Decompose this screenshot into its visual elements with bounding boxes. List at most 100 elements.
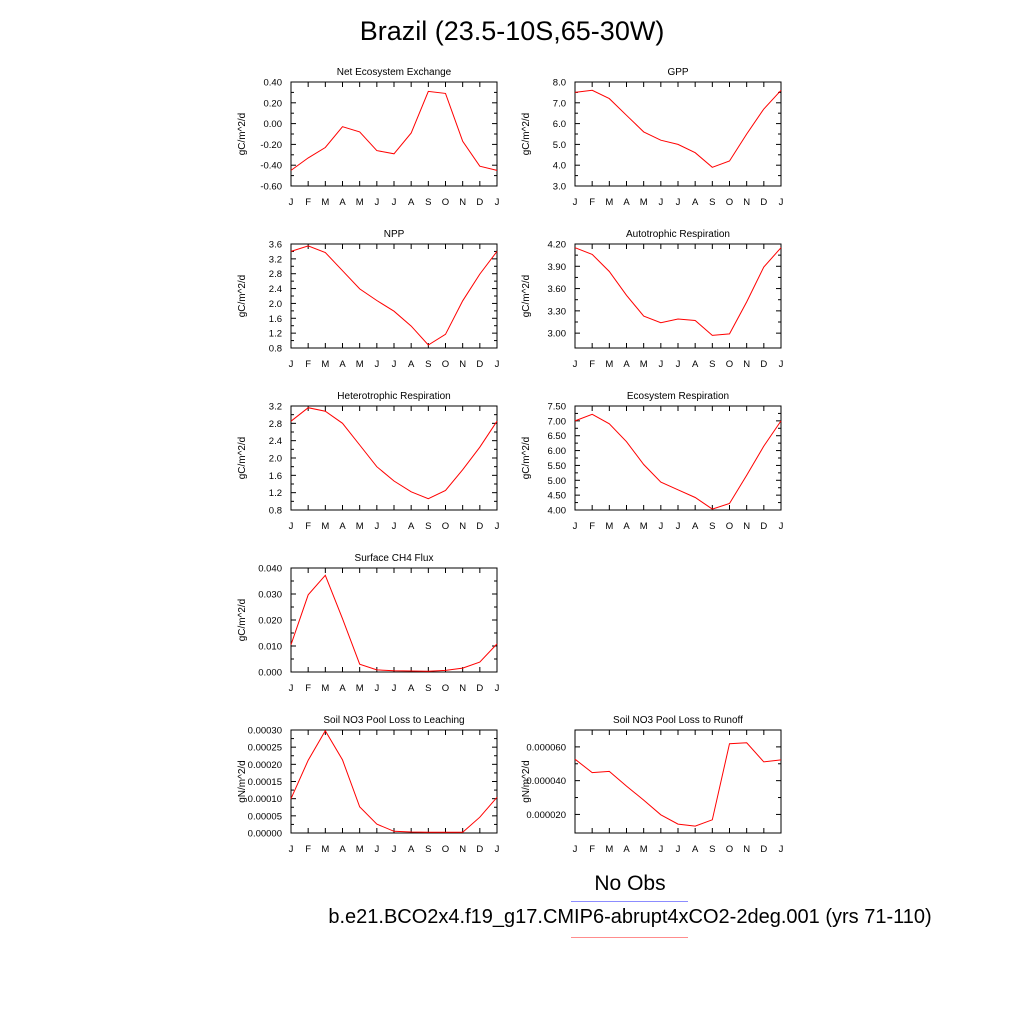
chart-title: Net Ecosystem Exchange [337,67,452,78]
x-tick-label: O [442,683,449,694]
x-tick-label: A [692,359,699,370]
y-axis-label: gC/m^2/d [237,113,248,156]
x-tick-label: D [760,844,767,855]
y-tick-label: 3.6 [269,240,282,251]
x-tick-label: A [339,197,346,208]
plot-frame [290,81,498,187]
y-tick-label: 1.6 [269,471,282,482]
x-tick-label: A [692,197,699,208]
y-tick-label: 5.0 [553,140,566,151]
x-tick-label: O [442,521,449,532]
y-axis-label: gC/m^2/d [237,275,248,318]
chart-title: Ecosystem Respiration [627,391,729,402]
x-tick-label: J [495,521,500,532]
x-tick-label: J [495,359,500,370]
y-tick-label: 2.8 [269,419,282,430]
y-tick-label: 2.4 [269,436,282,447]
x-tick-label: J [676,521,681,532]
y-tick-label: 1.2 [269,329,282,340]
y-tick-label: 0.000020 [526,810,566,821]
x-tick-label: F [305,844,311,855]
y-tick-label: 1.6 [269,314,282,325]
x-tick-label: A [692,521,699,532]
x-tick-label: J [658,197,663,208]
y-tick-label: -0.60 [260,182,282,193]
y-tick-label: 0.020 [258,616,282,627]
x-tick-label: S [709,359,715,370]
x-tick-label: N [459,683,466,694]
x-tick-label: O [726,844,733,855]
y-tick-label: 0.8 [269,506,282,517]
x-tick-label: S [425,683,431,694]
chart-title: Surface CH4 Flux [355,553,434,564]
x-tick-label: J [779,521,784,532]
x-tick-label: J [392,197,397,208]
y-tick-label: 2.8 [269,269,282,280]
y-tick-label: 0.000 [258,668,282,679]
x-tick-label: J [495,844,500,855]
x-tick-label: N [743,197,750,208]
y-tick-label: 2.0 [269,454,282,465]
x-tick-label: M [605,197,613,208]
x-tick-label: J [374,683,379,694]
x-tick-label: J [392,521,397,532]
y-tick-label: 0.40 [264,78,283,89]
y-tick-label: 1.2 [269,488,282,499]
x-tick-label: J [374,521,379,532]
x-tick-label: J [658,521,663,532]
x-tick-label: N [743,521,750,532]
x-tick-label: M [321,844,329,855]
x-tick-label: N [459,197,466,208]
chart-title: GPP [667,67,688,78]
x-tick-label: D [476,683,483,694]
y-tick-label: -0.20 [260,140,282,151]
y-tick-label: 0.00015 [248,777,282,788]
x-tick-label: A [408,521,415,532]
x-tick-label: F [589,844,595,855]
x-tick-label: J [374,359,379,370]
plot-frame [574,729,782,834]
x-tick-label: J [289,197,294,208]
y-tick-label: 7.0 [553,98,566,109]
x-tick-label: D [760,359,767,370]
x-tick-label: S [425,521,431,532]
series-line [290,729,498,833]
y-tick-label: 0.000060 [526,742,566,753]
x-tick-label: J [676,844,681,855]
x-tick-label: S [425,197,431,208]
y-axis-label: gC/m^2/d [521,275,532,318]
y-tick-label: 0.00020 [248,760,282,771]
series-line [290,90,498,171]
x-tick-label: F [589,521,595,532]
x-tick-label: M [605,359,613,370]
y-axis-label: gN/m^2/d [521,760,532,803]
y-tick-label: 0.00025 [248,743,282,754]
y-tick-label: 0.00005 [248,811,282,822]
x-tick-label: M [356,359,364,370]
x-tick-label: A [623,197,630,208]
x-tick-label: M [321,197,329,208]
x-tick-label: M [356,844,364,855]
y-axis-label: gN/m^2/d [237,760,248,803]
x-tick-label: D [476,521,483,532]
y-tick-label: 2.0 [269,299,282,310]
y-tick-label: 6.0 [553,119,566,130]
x-tick-label: N [459,844,466,855]
y-tick-label: 4.20 [548,240,567,251]
x-tick-label: J [392,844,397,855]
legend-case-line [571,937,688,938]
x-tick-label: N [459,521,466,532]
y-tick-label: 0.040 [258,564,282,575]
y-tick-label: 7.00 [548,416,567,427]
series-line [290,574,498,672]
x-tick-label: J [289,359,294,370]
x-tick-label: S [709,197,715,208]
y-tick-label: 0.00030 [248,726,282,737]
chart-title: Autotrophic Respiration [626,229,730,240]
x-tick-label: J [573,359,578,370]
series-line [574,413,782,510]
x-tick-label: F [589,359,595,370]
x-tick-label: J [289,844,294,855]
